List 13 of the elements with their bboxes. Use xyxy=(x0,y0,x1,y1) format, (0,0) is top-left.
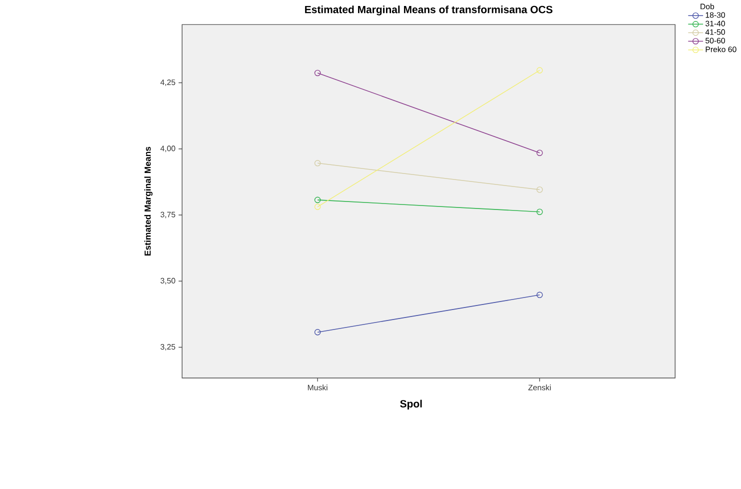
y-axis-title: Estimated Marginal Means xyxy=(144,146,153,256)
point xyxy=(536,208,543,215)
point xyxy=(314,204,321,210)
x-axis-title: Spol xyxy=(400,400,422,410)
point xyxy=(536,186,543,193)
point xyxy=(314,329,321,336)
point xyxy=(314,196,321,204)
point xyxy=(536,150,543,156)
point xyxy=(536,67,543,74)
chart-title: Estimated Marginal Means of transformisana OCS xyxy=(305,6,552,16)
point xyxy=(536,292,543,298)
point xyxy=(314,70,321,76)
point xyxy=(314,160,321,166)
